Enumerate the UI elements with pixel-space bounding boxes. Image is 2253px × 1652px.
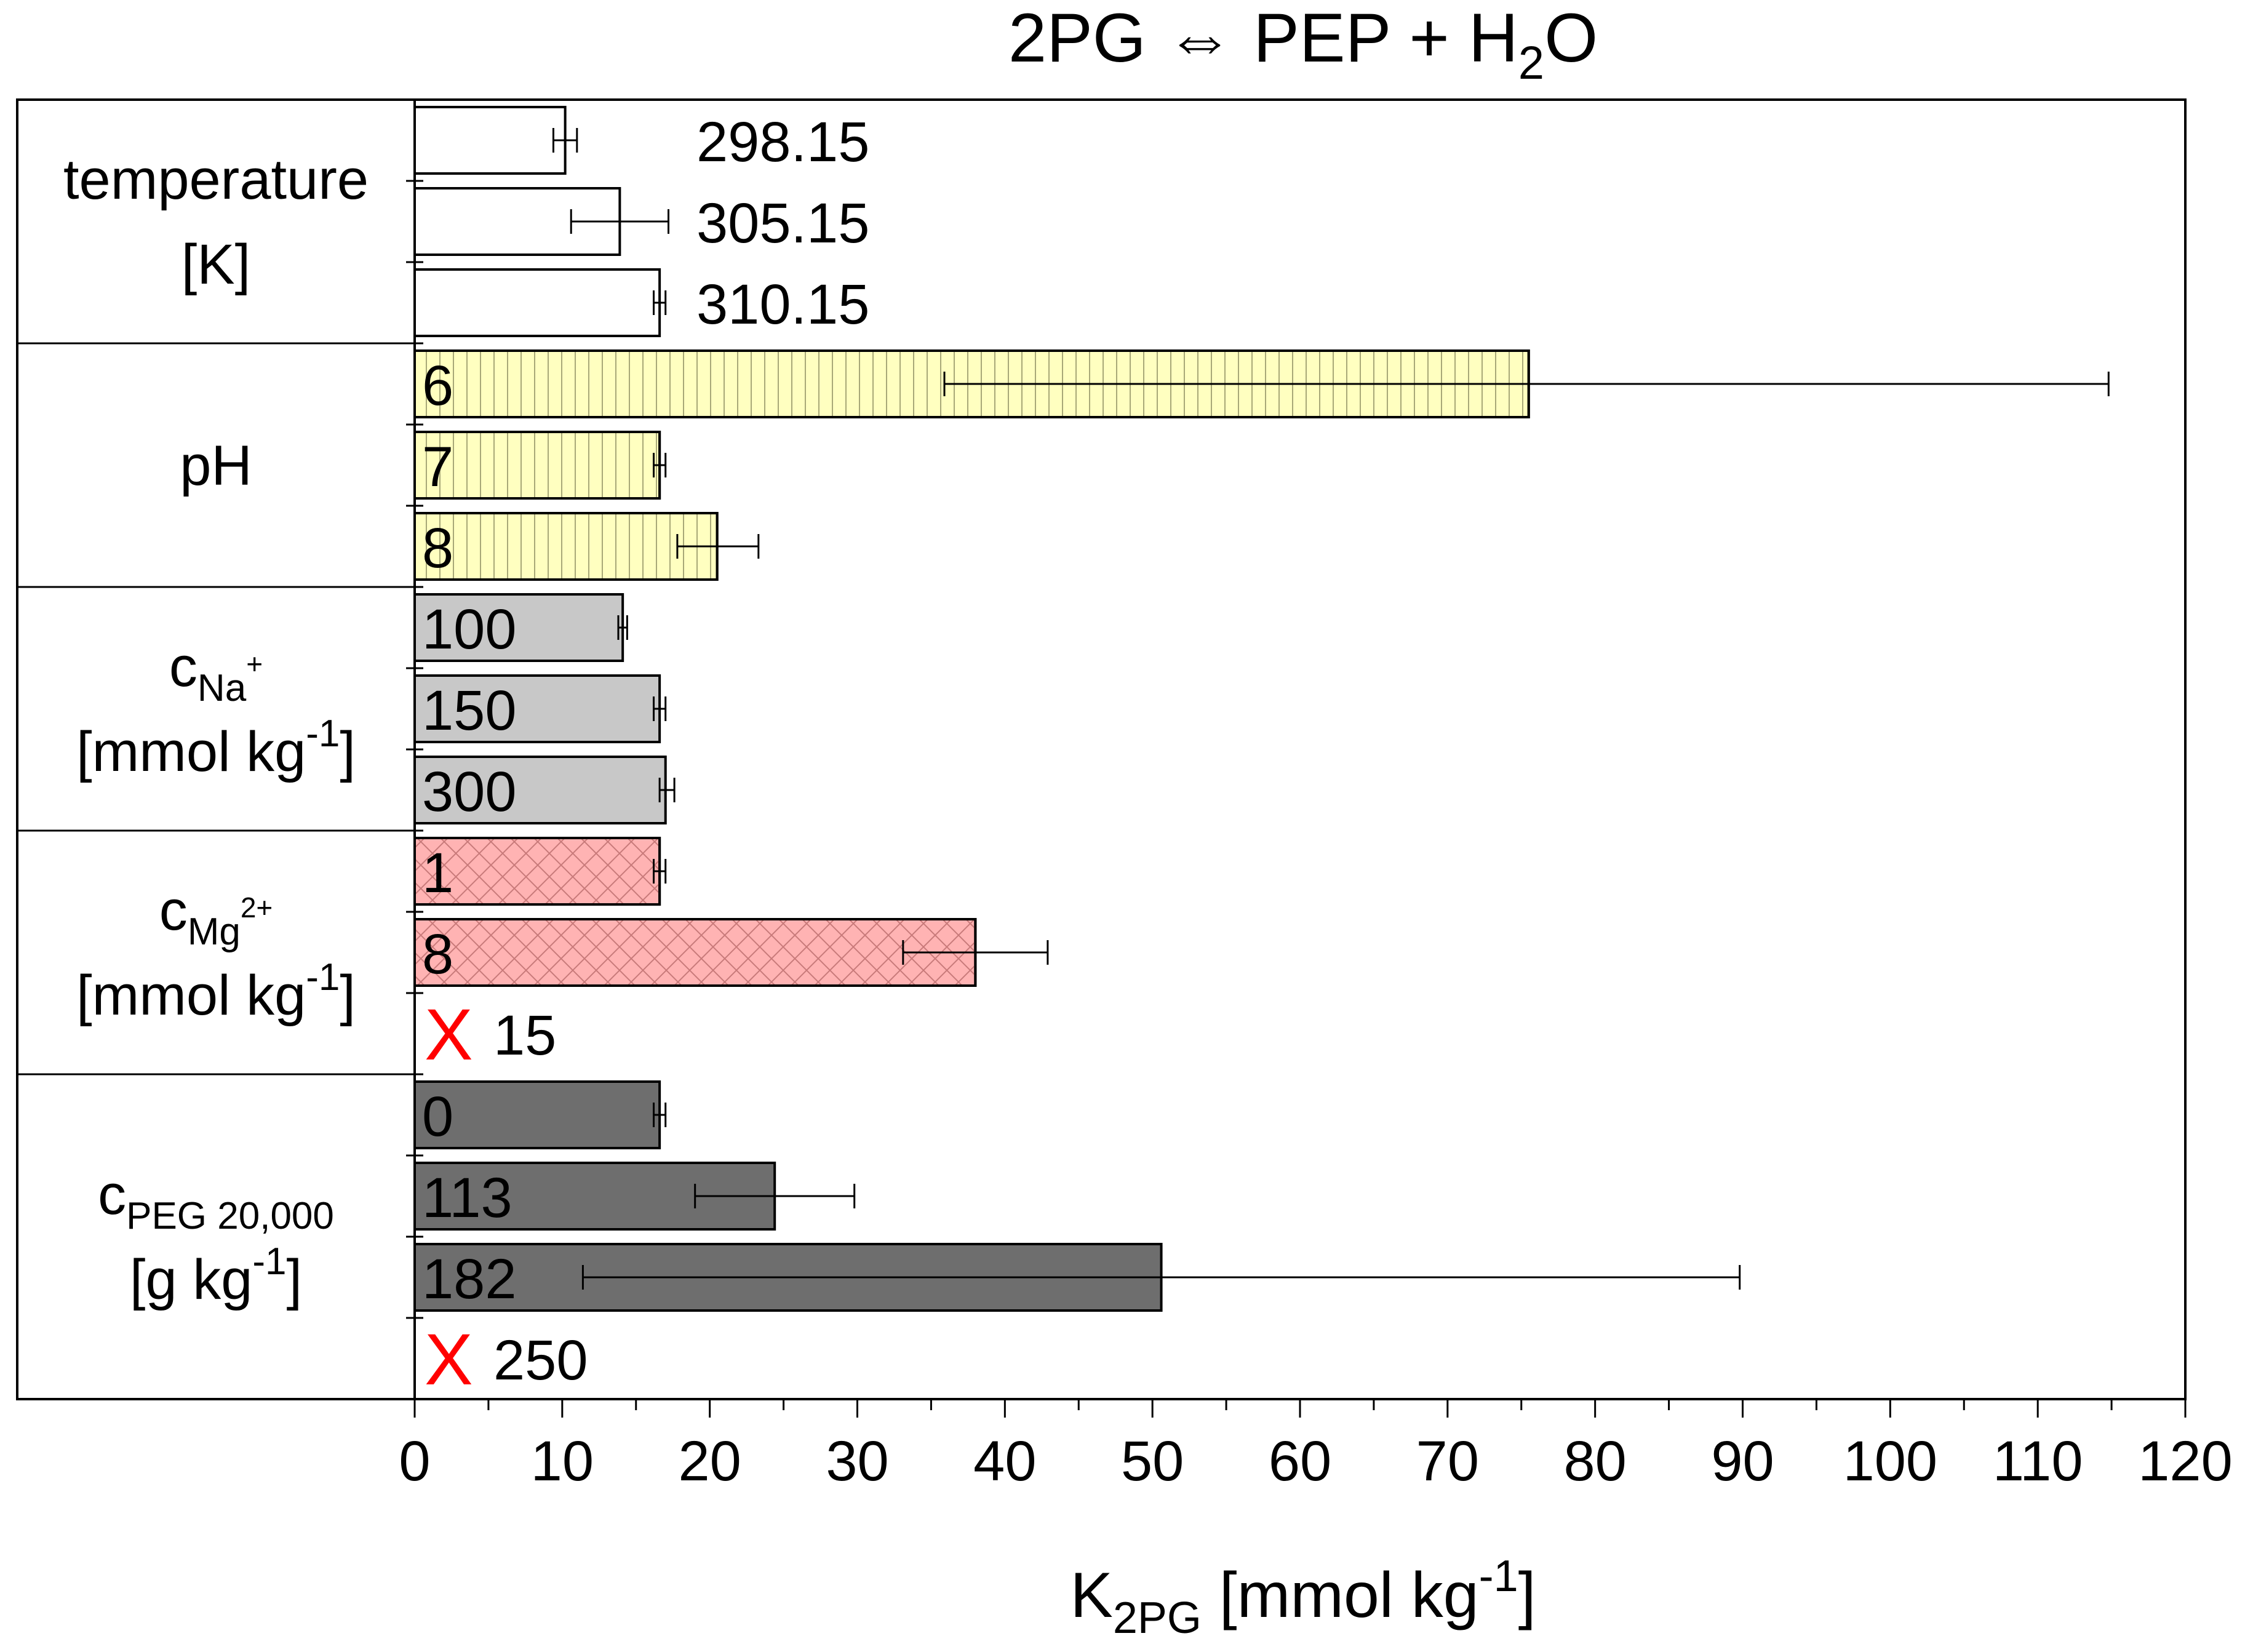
group-label-text: c: [159, 879, 188, 942]
x-axis: 0 10 20 30 40 50 60 70 80 90 100 110 120: [399, 98, 2233, 1493]
x-axis-label: K2PG [mmol kg-1]: [1070, 1552, 1536, 1643]
missing-x-marker: X: [425, 1319, 473, 1400]
group-label-sup: -1: [306, 956, 340, 999]
x-tick-label: 90: [1711, 1430, 1774, 1493]
group-label-peg-line-0: cPEG 20,000: [98, 1163, 334, 1237]
outer-border: [16, 98, 2187, 1400]
x-tick-label: 60: [1269, 1430, 1331, 1493]
bar-sodium-150: [413, 674, 661, 743]
x-tick-label: 30: [826, 1430, 888, 1493]
bar-label: 305.15: [696, 192, 869, 255]
group-label-temperature-line-1: [K]: [181, 233, 250, 296]
missing-x-marker: X: [425, 994, 473, 1075]
x-tick-label: 10: [531, 1430, 594, 1493]
group-label-text: c: [98, 1163, 126, 1226]
x-tick-label: 50: [1121, 1430, 1184, 1493]
x-tick-label: 100: [1843, 1430, 1938, 1493]
group-label-text: [K]: [181, 233, 250, 296]
bar-temperature-298.15: [413, 106, 567, 175]
bar-label: 298.15: [696, 111, 869, 174]
group-label-text: temperature: [63, 148, 369, 211]
group-label-sub: PEG 20,000: [126, 1195, 334, 1237]
bar-temperature-310.15: [413, 268, 661, 337]
bar-label: 310.15: [696, 273, 869, 336]
chart-title: 2PG ⇔ PEP + H2O: [1008, 0, 1598, 89]
bar-label: 150: [422, 679, 517, 742]
group-label-ph-line-0: pH: [180, 434, 252, 497]
x-tick-label: 120: [2138, 1430, 2233, 1493]
bar-label: 300: [422, 760, 517, 823]
group-label-close: ]: [287, 1248, 303, 1311]
x-tick-label: 0: [399, 1430, 430, 1493]
group-label-text: [mmol kg: [76, 720, 306, 783]
x-tick-label: 40: [973, 1430, 1036, 1493]
group-label-temperature-line-0: temperature: [63, 148, 369, 211]
group-label-close: ]: [340, 964, 356, 1027]
group-label-sup: +: [246, 648, 263, 680]
bar-pattern: [413, 431, 661, 500]
group-label-sodium-line-1: [mmol kg-1]: [76, 712, 356, 783]
group-label-text: [mmol kg: [76, 964, 306, 1027]
bar-label: 15: [493, 1004, 556, 1067]
group-label-text: [g kg: [130, 1248, 252, 1311]
group-label-sodium-line-0: cNa+: [169, 636, 263, 709]
bar-label: 250: [493, 1329, 588, 1392]
bar-label: 1: [422, 842, 453, 904]
group-label-text: pH: [180, 434, 252, 497]
x-tick-label: 20: [678, 1430, 741, 1493]
bar-label: 6: [422, 354, 453, 417]
bar-pattern: [413, 512, 719, 581]
bar-sodium-100: [413, 593, 624, 662]
bar-sodium-300: [413, 756, 667, 824]
group-label-close: ]: [340, 720, 356, 783]
x-tick-label: 80: [1563, 1430, 1626, 1493]
bar-label: 8: [422, 517, 453, 580]
group-label-magnesium-line-1: [mmol kg-1]: [76, 956, 356, 1027]
group-label-sub: Mg: [188, 911, 241, 953]
x-tick-label: 70: [1416, 1430, 1479, 1493]
bar-label: 100: [422, 598, 517, 661]
bar-label: 113: [422, 1167, 512, 1229]
group-label-magnesium-line-0: cMg2+: [159, 879, 273, 953]
group-label-sup: -1: [306, 712, 340, 755]
group-label-text: c: [169, 636, 197, 698]
bar-pattern: [413, 918, 977, 987]
bar-label: 0: [422, 1085, 453, 1148]
group-label-sup: 2+: [241, 892, 273, 924]
x-tick-label: 110: [1993, 1430, 2083, 1493]
group-label-peg-line-1: [g kg-1]: [130, 1240, 302, 1311]
group-label-sup: -1: [252, 1240, 286, 1283]
bar-label: 7: [422, 436, 453, 498]
bar-label: 182: [422, 1248, 517, 1311]
bar-label: 8: [422, 923, 453, 986]
group-label-sub: Na: [197, 667, 247, 709]
bar-pattern: [413, 837, 661, 906]
